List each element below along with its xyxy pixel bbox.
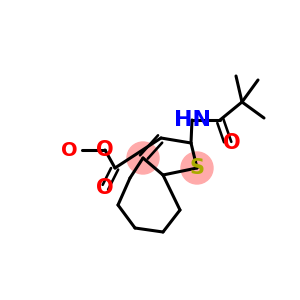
Text: O: O <box>96 178 114 198</box>
Circle shape <box>127 142 159 174</box>
Text: HN: HN <box>173 110 211 130</box>
Text: O: O <box>223 133 241 153</box>
Text: O: O <box>96 140 114 160</box>
Text: S: S <box>190 158 205 178</box>
Circle shape <box>181 152 213 184</box>
Text: O: O <box>61 140 78 160</box>
